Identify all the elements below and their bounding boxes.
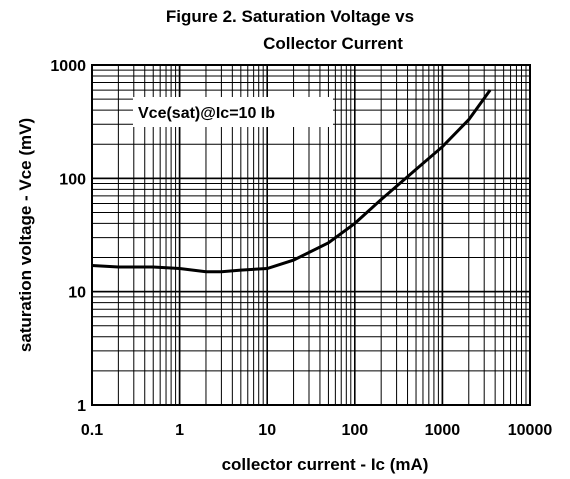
annotation-background	[133, 97, 333, 127]
x-tick-label: 1	[175, 422, 184, 439]
chart-title-line1: Figure 2. Saturation Voltage vs	[166, 7, 414, 26]
x-tick-label: 100	[341, 422, 368, 439]
y-tick-label: 1	[77, 398, 86, 415]
y-tick-label: 10	[68, 285, 86, 302]
chart-title-line2: Collector Current	[263, 34, 403, 53]
y-tick-labels: 1 10 100 1000	[50, 58, 86, 415]
y-tick-label: 100	[59, 171, 86, 188]
annotation-text: Vce(sat)@Ic=10 Ib	[138, 105, 275, 122]
x-tick-label: 0.1	[81, 422, 103, 439]
x-tick-label: 1000	[425, 422, 461, 439]
x-tick-label: 10000	[508, 422, 553, 439]
x-axis-label: collector current - Ic (mA)	[222, 455, 429, 474]
series-line	[91, 89, 492, 274]
x-tick-label: 10	[258, 422, 276, 439]
plot-frame	[91, 64, 531, 406]
x-tick-labels: 0.1 1 10 100 1000 10000	[81, 422, 552, 439]
y-axis-label: saturation voltage - Vce (mV)	[16, 118, 35, 352]
y-tick-label: 1000	[50, 58, 86, 75]
annotation-box: Vce(sat)@Ic=10 Ib	[133, 97, 333, 127]
